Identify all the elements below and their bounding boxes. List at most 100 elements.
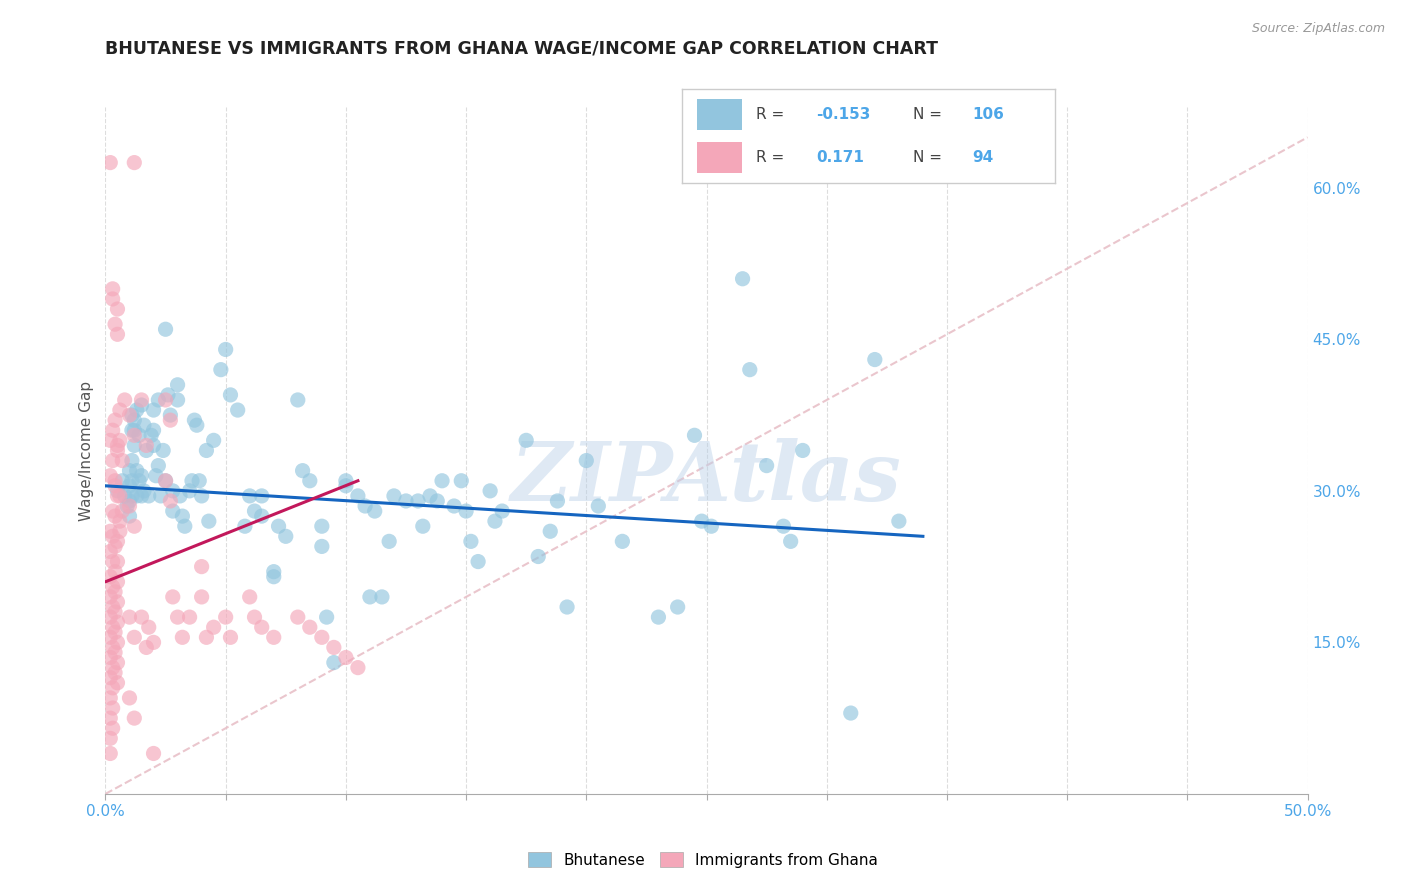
Point	[118, 499, 141, 513]
Point	[142, 635, 165, 649]
Point	[142, 747, 165, 761]
Point	[243, 504, 266, 518]
Point	[700, 519, 723, 533]
Point	[142, 438, 165, 452]
Point	[118, 408, 141, 422]
Point	[527, 549, 550, 564]
Point	[145, 468, 167, 483]
Point	[98, 468, 121, 483]
Point	[190, 590, 212, 604]
Point	[683, 428, 706, 442]
Point	[131, 468, 153, 483]
Point	[183, 413, 205, 427]
Point	[755, 458, 778, 473]
Point	[98, 610, 121, 624]
Point	[364, 504, 387, 518]
Point	[263, 565, 285, 579]
Point	[155, 322, 177, 336]
Point	[98, 590, 121, 604]
Point	[287, 392, 309, 407]
Point	[104, 585, 127, 599]
Point	[190, 489, 212, 503]
Point	[104, 625, 127, 640]
Point	[322, 640, 344, 655]
Point	[98, 155, 121, 169]
Point	[111, 504, 134, 518]
Point	[98, 630, 121, 644]
Point	[155, 392, 177, 407]
Point	[382, 489, 405, 503]
Point	[104, 665, 127, 680]
Point	[98, 544, 121, 558]
Point	[98, 690, 121, 705]
Point	[169, 489, 191, 503]
Point	[291, 464, 314, 478]
Point	[142, 423, 165, 437]
Point	[202, 434, 225, 448]
Point	[125, 464, 148, 478]
Point	[131, 392, 153, 407]
Point	[107, 574, 129, 589]
Point	[107, 489, 129, 503]
Point	[98, 711, 121, 725]
Point	[666, 600, 689, 615]
Point	[142, 403, 165, 417]
Point	[104, 479, 127, 493]
Point	[104, 509, 127, 524]
Point	[101, 555, 124, 569]
Point	[138, 489, 160, 503]
Point	[135, 438, 157, 452]
Point	[311, 519, 333, 533]
Point	[335, 479, 357, 493]
Point	[124, 155, 146, 169]
Point	[315, 610, 337, 624]
Point	[538, 524, 561, 539]
Point	[121, 453, 143, 467]
Point	[335, 474, 357, 488]
Point	[772, 519, 794, 533]
Point	[233, 519, 256, 533]
Point	[887, 514, 910, 528]
Point	[118, 690, 141, 705]
Point	[263, 570, 285, 584]
Point	[104, 413, 127, 427]
Point	[460, 534, 482, 549]
Point	[152, 443, 174, 458]
FancyBboxPatch shape	[697, 98, 741, 130]
Point	[298, 620, 321, 634]
Point	[121, 423, 143, 437]
Point	[107, 301, 129, 316]
Point	[172, 509, 194, 524]
Point	[124, 630, 146, 644]
Point	[239, 590, 262, 604]
Point	[149, 489, 172, 503]
Point	[125, 403, 148, 417]
Point	[148, 392, 170, 407]
Point	[98, 671, 121, 685]
Point	[101, 423, 124, 437]
Point	[131, 489, 153, 503]
Point	[121, 489, 143, 503]
Point	[107, 595, 129, 609]
Point	[101, 660, 124, 674]
Point	[219, 630, 242, 644]
Point	[647, 610, 669, 624]
Point	[108, 489, 131, 503]
Point	[114, 392, 136, 407]
Point	[738, 362, 761, 376]
Point	[179, 610, 201, 624]
Point	[419, 489, 441, 503]
Point	[335, 650, 357, 665]
Point	[101, 504, 124, 518]
Point	[111, 474, 134, 488]
Point	[98, 434, 121, 448]
Point	[426, 494, 449, 508]
Point	[546, 494, 568, 508]
Point	[454, 504, 477, 518]
Point	[430, 474, 453, 488]
Point	[239, 489, 262, 503]
Point	[101, 580, 124, 594]
Point	[98, 747, 121, 761]
Text: BHUTANESE VS IMMIGRANTS FROM GHANA WAGE/INCOME GAP CORRELATION CHART: BHUTANESE VS IMMIGRANTS FROM GHANA WAGE/…	[105, 40, 938, 58]
Point	[115, 499, 138, 513]
